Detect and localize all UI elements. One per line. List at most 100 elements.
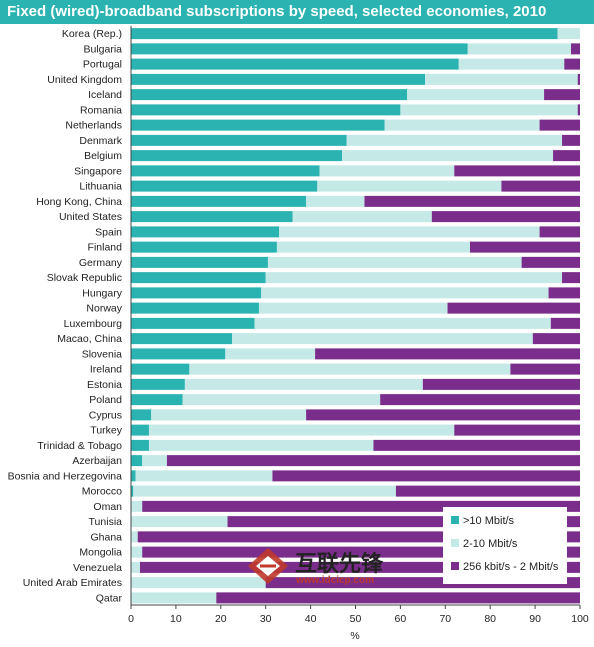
bar-segment	[571, 43, 580, 55]
bar-segment	[131, 378, 185, 390]
bar-segment	[131, 455, 143, 467]
bar-segment	[131, 134, 347, 146]
legend-label: 2-10 Mbit/s	[463, 538, 518, 550]
bar-segment	[131, 424, 149, 436]
bar-segment	[557, 28, 580, 40]
bar-segment	[319, 165, 455, 177]
category-label: Macao, China	[57, 333, 122, 345]
legend: >10 Mbit/s 2-10 Mbit/s 256 kbit/s - 2 Mbit…	[443, 507, 567, 584]
x-tick-label: 40	[305, 613, 317, 625]
bar-segment	[395, 485, 580, 497]
category-label: United Kingdom	[47, 74, 122, 86]
bar-segment	[425, 73, 578, 85]
bar-segment	[469, 241, 580, 253]
bar-segment	[265, 577, 580, 589]
category-label: Singapore	[74, 165, 122, 177]
bar-segment	[532, 333, 580, 345]
bar-segment	[577, 73, 580, 85]
category-label: Trinidad & Tobago	[37, 440, 122, 452]
category-label: Slovenia	[82, 348, 122, 360]
category-label: Ghana	[90, 531, 122, 543]
category-label: Belgium	[84, 150, 122, 162]
bar-segment	[131, 592, 217, 604]
bar-segment	[254, 317, 551, 329]
category-label: Lithuania	[79, 181, 122, 193]
bar-segment	[562, 134, 580, 146]
bar-segment	[131, 180, 318, 192]
bar-segment	[342, 150, 554, 162]
category-label: Poland	[89, 394, 122, 406]
legend-label: >10 Mbit/s	[463, 515, 515, 527]
bar-segment	[131, 73, 426, 85]
bar-segment	[131, 287, 262, 299]
x-tick-label: 70	[439, 613, 451, 625]
bar-segment	[225, 348, 316, 360]
bar-segment	[400, 104, 578, 116]
category-label: Iceland	[88, 89, 122, 101]
x-tick-label: 50	[350, 613, 362, 625]
bar-segment	[184, 378, 423, 390]
bar-segment	[384, 119, 540, 131]
bar-segment	[306, 409, 580, 421]
bar-segment	[131, 256, 268, 268]
bar-segment	[315, 348, 580, 360]
category-label: Ireland	[90, 364, 122, 376]
bar-segment	[131, 58, 459, 70]
bar-segment	[279, 226, 540, 238]
category-labels: Korea (Rep.) Bulgaria Portugal United Kingd…	[8, 28, 123, 604]
bar-segment	[272, 470, 580, 482]
x-tick-label: 60	[395, 613, 407, 625]
legend-swatch	[451, 516, 459, 524]
bar-segment	[553, 150, 580, 162]
watermark-cn: 互联先锋	[295, 551, 384, 576]
bar-segment	[131, 302, 259, 314]
category-label: Hong Kong, China	[36, 196, 122, 208]
bar-segment	[135, 470, 273, 482]
legend-label: 256 kbit/s - 2 Mbit/s	[463, 561, 559, 573]
category-label: Bosnia and Herzegovina	[8, 470, 123, 482]
category-label: Bulgaria	[83, 43, 122, 55]
bar-segment	[501, 180, 580, 192]
category-label: United States	[59, 211, 122, 223]
bar-segment	[131, 333, 233, 345]
bar-segment	[148, 439, 374, 451]
bars-layer	[131, 28, 581, 604]
bar-segment	[148, 424, 455, 436]
bar-segment	[142, 500, 580, 512]
category-label: Netherlands	[65, 120, 122, 132]
category-label: United Arab Emirates	[23, 577, 122, 589]
bar-segment	[521, 256, 580, 268]
category-label: Luxembourg	[64, 318, 123, 330]
bar-segment	[276, 241, 470, 253]
bar-segment	[151, 409, 307, 421]
category-label: Mongolia	[79, 547, 122, 559]
bar-segment	[131, 195, 307, 207]
bar-segment	[142, 546, 580, 558]
bar-segment	[131, 561, 140, 573]
bar-segment	[131, 500, 143, 512]
bar-segment	[454, 165, 580, 177]
bar-segment	[139, 561, 581, 573]
bar-segment	[131, 363, 190, 375]
category-label: Hungary	[82, 287, 122, 299]
x-tick-label: 80	[484, 613, 496, 625]
legend-box	[443, 507, 567, 584]
watermark: 互联先锋 www.idcicp.com	[248, 548, 384, 586]
watermark-logo	[248, 548, 288, 584]
bar-segment	[131, 439, 149, 451]
bar-segment	[458, 58, 565, 70]
bar-segment	[131, 409, 152, 421]
bar-segment	[292, 211, 432, 223]
x-axis-label: %	[350, 630, 359, 642]
bar-segment	[454, 424, 580, 436]
bar-segment	[131, 516, 228, 528]
bar-segment	[131, 226, 280, 238]
bar-segment	[131, 28, 558, 40]
bar-segment	[182, 394, 381, 406]
category-label: Azerbaijan	[72, 455, 122, 467]
category-label: Morocco	[82, 486, 122, 498]
bar-segment	[364, 195, 580, 207]
bar-segment	[550, 317, 580, 329]
category-label: Germany	[79, 257, 123, 269]
